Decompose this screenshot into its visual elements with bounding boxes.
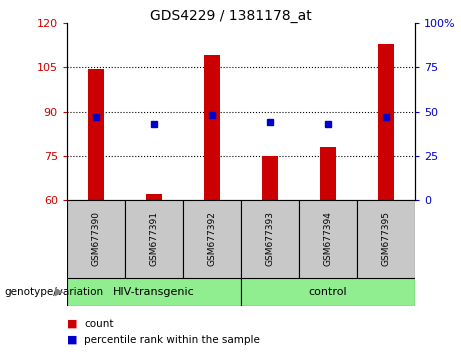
Bar (204, 56, 220, 200)
Text: GSM677393: GSM677393 (266, 211, 274, 267)
Bar (88, 69, 104, 200)
Bar (378, 44, 394, 200)
Text: control: control (308, 287, 347, 297)
Text: ▶: ▶ (55, 287, 63, 297)
Text: GSM677394: GSM677394 (323, 211, 332, 267)
Text: GSM677390: GSM677390 (91, 211, 100, 267)
Bar (146, 194, 162, 200)
Bar (67, 200, 125, 278)
Text: HIV-transgenic: HIV-transgenic (113, 287, 195, 297)
Bar (183, 200, 241, 278)
Text: GDS4229 / 1381178_at: GDS4229 / 1381178_at (150, 9, 311, 23)
Bar (320, 147, 336, 200)
Bar (241, 200, 299, 278)
Bar (262, 156, 278, 200)
Bar (125, 200, 183, 278)
Text: genotype/variation: genotype/variation (5, 287, 104, 297)
Bar (357, 200, 415, 278)
Text: GSM677395: GSM677395 (381, 211, 390, 267)
Text: GSM677392: GSM677392 (207, 211, 216, 267)
Bar (67, 278, 241, 306)
Text: ■: ■ (67, 319, 77, 329)
Bar (241, 278, 415, 306)
Text: GSM677391: GSM677391 (149, 211, 159, 267)
Text: ■: ■ (67, 335, 77, 345)
Bar (299, 200, 357, 278)
Text: percentile rank within the sample: percentile rank within the sample (84, 335, 260, 345)
Text: count: count (84, 319, 114, 329)
